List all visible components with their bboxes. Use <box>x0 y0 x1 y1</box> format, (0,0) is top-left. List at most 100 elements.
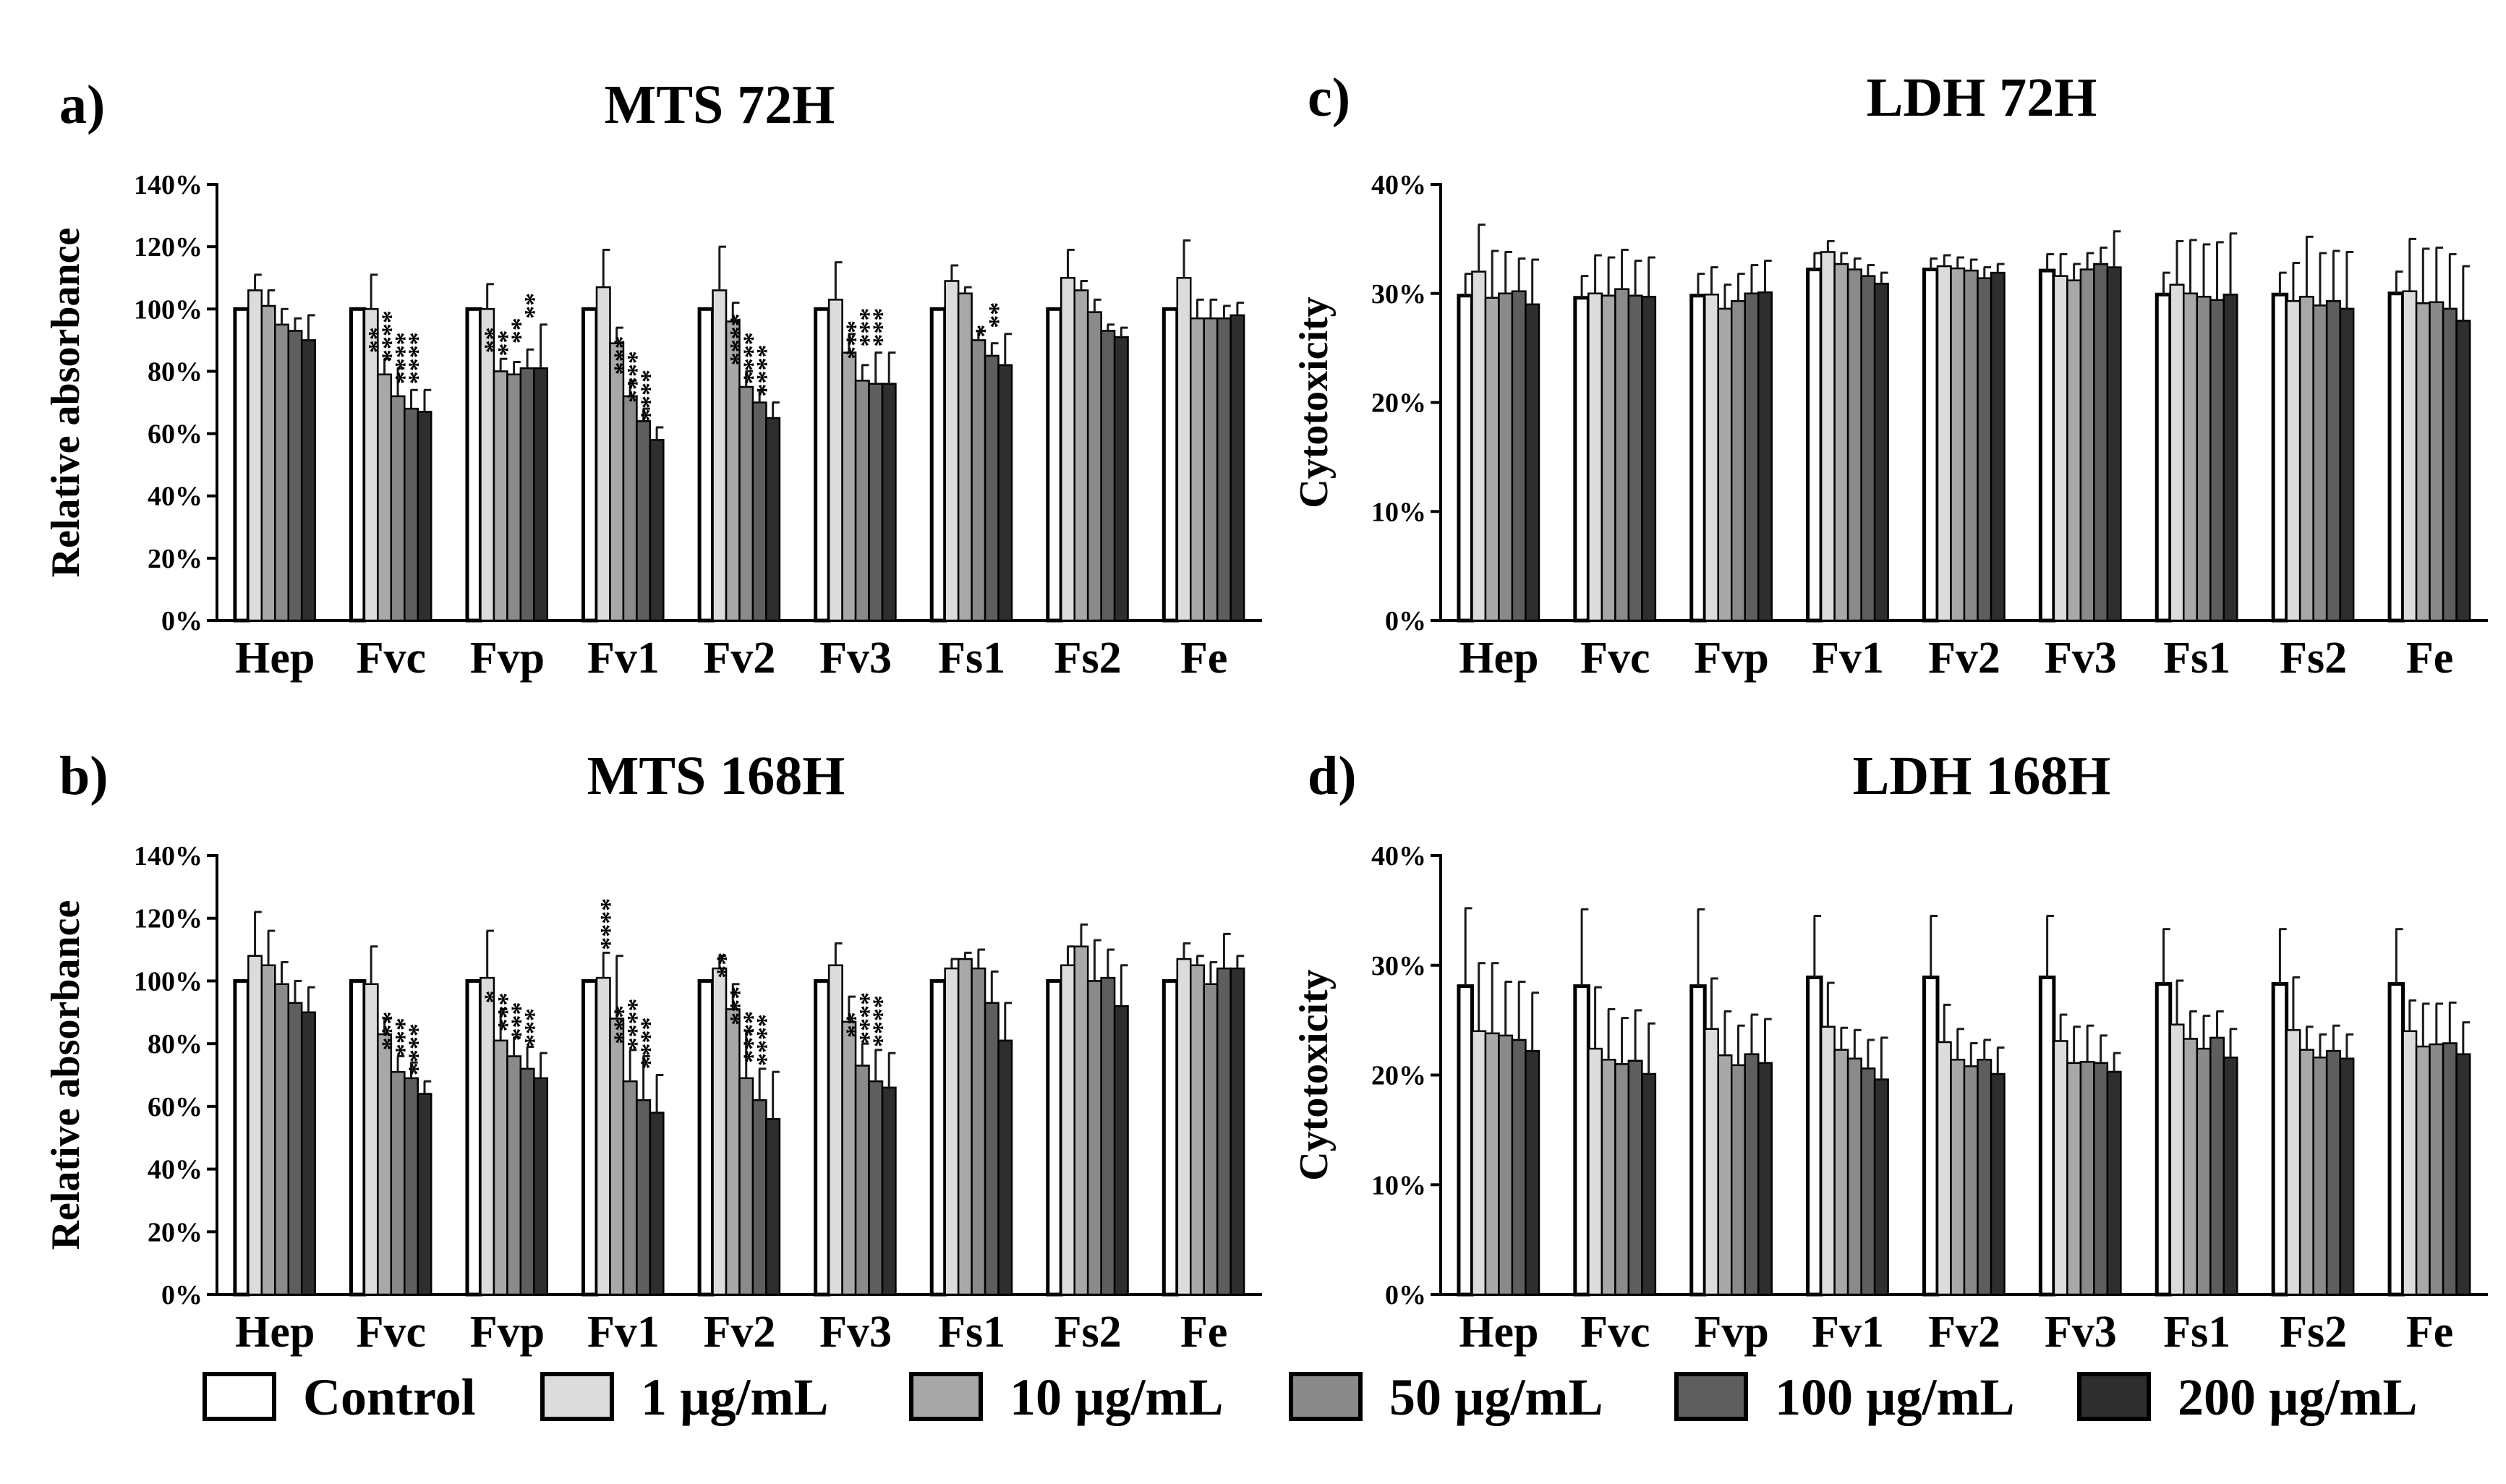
x-tick-label: Fe <box>1180 1308 1227 1357</box>
bar <box>2455 1053 2471 1296</box>
bar <box>2429 301 2445 622</box>
x-tick-label: Fvc <box>1580 634 1650 683</box>
bar <box>2196 296 2212 622</box>
bar <box>506 1055 522 1296</box>
x-tick-label: Fe <box>2406 634 2453 683</box>
bar <box>1100 976 1116 1296</box>
chart-title: LDH 72H <box>1867 67 2097 128</box>
significance-label: *** <box>492 992 521 1031</box>
bar <box>533 367 549 622</box>
bar <box>2038 975 2056 1297</box>
bar <box>1086 980 1102 1296</box>
bar <box>738 385 754 622</box>
bar <box>2079 268 2095 622</box>
x-tick-label: Fvp <box>1695 1308 1769 1357</box>
bar <box>1820 1025 1836 1296</box>
y-tick-label: 120% <box>134 232 203 263</box>
bar <box>1757 291 1773 622</box>
x-tick-label: Fv3 <box>2045 1308 2117 1357</box>
y-tick-label: 30% <box>1371 951 1426 981</box>
significance-label: *** <box>608 336 637 375</box>
bar <box>417 1093 432 1296</box>
x-tick-label: Fv2 <box>704 634 776 683</box>
y-tick-label: 140% <box>134 841 203 871</box>
y-tick-label: 140% <box>134 170 203 200</box>
bar <box>2339 307 2355 622</box>
bar <box>1627 294 1643 622</box>
bar <box>1833 1049 1849 1296</box>
significance-label: **** <box>635 1018 664 1070</box>
chart-panel-a: a) MTS 72H Relative absorbance 0% 20% 40% 60% 8… <box>43 74 1262 683</box>
bar <box>751 1099 767 1296</box>
bar <box>2387 982 2405 1297</box>
bar <box>622 1080 638 1296</box>
bar <box>2155 292 2173 623</box>
bar <box>493 370 508 622</box>
bar <box>881 1086 897 1296</box>
significance-label: *** <box>854 308 883 347</box>
bar <box>2155 982 2173 1297</box>
bar <box>519 367 535 622</box>
x-tick-label: Fvc <box>357 634 426 683</box>
bar <box>390 395 406 622</box>
bar <box>349 978 367 1297</box>
bar <box>1203 317 1219 622</box>
panel-letter: c) <box>1308 67 1350 128</box>
bar <box>2066 279 2082 622</box>
bar <box>1113 336 1129 622</box>
bar <box>636 420 652 622</box>
legend-item: 200 µg/mL <box>2077 1368 2418 1426</box>
significance-label: *** <box>519 1008 547 1047</box>
bar <box>1977 277 1993 622</box>
bar <box>2093 263 2109 622</box>
bar <box>2209 1036 2225 1296</box>
bar <box>1744 292 1760 622</box>
bar <box>274 323 289 622</box>
bar <box>1860 1067 1876 1296</box>
bar <box>997 364 1013 622</box>
bar <box>1573 984 1590 1297</box>
bar <box>1717 307 1733 622</box>
significance-label: ** <box>984 302 1013 328</box>
bar <box>997 1039 1013 1296</box>
bar <box>765 417 781 622</box>
x-tick-label: Fv1 <box>1812 1308 1884 1357</box>
bar <box>2106 266 2122 622</box>
y-tick-label: 0% <box>161 1280 203 1310</box>
bar <box>1730 300 1746 622</box>
y-tick-label: 100% <box>134 966 203 997</box>
bar <box>2285 300 2301 622</box>
x-tick-label: Fs1 <box>938 1308 1005 1357</box>
bar <box>1229 314 1245 622</box>
bar <box>854 1065 870 1296</box>
bar <box>1641 1073 1657 1296</box>
bar <box>1471 1030 1487 1296</box>
bar <box>738 1077 754 1296</box>
bar <box>1641 296 1657 622</box>
bar <box>1573 296 1590 623</box>
bar <box>1730 1064 1746 1296</box>
bar <box>1950 267 1966 622</box>
y-tick-label: 120% <box>134 904 203 934</box>
bar <box>2196 1047 2212 1296</box>
x-tick-label: Hep <box>1459 634 1538 683</box>
y-tick-label: 40% <box>148 482 203 512</box>
bar <box>1190 317 1205 622</box>
bar <box>2222 294 2238 622</box>
bar <box>300 339 316 622</box>
bar <box>1757 1062 1773 1296</box>
bar <box>465 307 482 623</box>
y-tick-label: 10% <box>1371 497 1426 527</box>
x-tick-label: Fvp <box>1695 634 1769 683</box>
bar <box>390 1070 406 1296</box>
legend-label: 1 µg/mL <box>641 1368 829 1426</box>
bar <box>1073 289 1089 622</box>
bar <box>1176 958 1192 1296</box>
significance-label: *** <box>506 1002 534 1041</box>
bar <box>2442 1042 2458 1296</box>
bar <box>533 1077 549 1296</box>
bar <box>2415 302 2431 622</box>
bar <box>971 967 986 1296</box>
chart-panel-d: d) LDH 168H Cytotoxicity 0% 10% 20% 30% 40% Hep F… <box>1292 746 2488 1357</box>
